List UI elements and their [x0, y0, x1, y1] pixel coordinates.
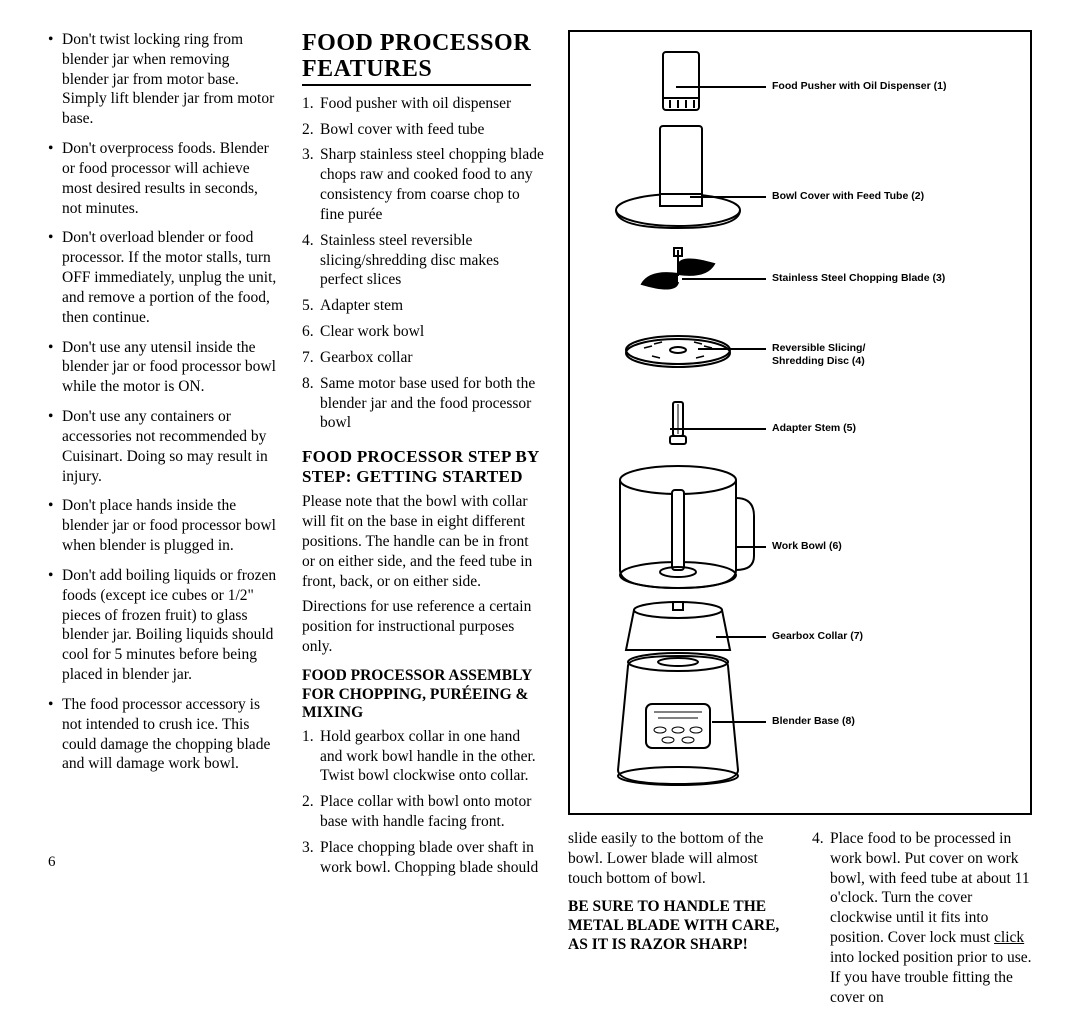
list-item: Adapter stem	[302, 296, 544, 316]
assembly-list: Hold gearbox collar in one hand and work…	[302, 727, 544, 878]
list-item: Don't add boiling liquids or frozen food…	[48, 566, 278, 685]
list-item: Place food to be processed in work bowl.…	[812, 829, 1032, 1007]
paragraph: Please note that the bowl with collar wi…	[302, 492, 544, 591]
diagram-label: Adapter Stem (5)	[772, 422, 856, 435]
list-item: Food pusher with oil dispenser	[302, 94, 544, 114]
warning-heading: BE SURE TO HANDLE THE METAL BLADE WITH C…	[568, 898, 788, 954]
list-item: Gearbox collar	[302, 348, 544, 368]
list-item: Don't overload blender or food processor…	[48, 228, 278, 327]
list-item: Bowl cover with feed tube	[302, 120, 544, 140]
features-list: Food pusher with oil dispenser Bowl cove…	[302, 94, 544, 433]
page-columns: Don't twist locking ring from blender ja…	[48, 30, 1032, 869]
features-heading: FOOD PROCESSOR FEATURES	[302, 30, 531, 86]
list-item: Don't use any containers or accessories …	[48, 407, 278, 486]
diagram-label: Reversible Slicing/ Shredding Disc (4)	[772, 342, 865, 368]
right-area: Food Pusher with Oil Dispenser (1) Bowl …	[568, 30, 1032, 869]
list-item: The food processor accessory is not inte…	[48, 695, 278, 774]
bottom-col-1: slide easily to the bottom of the bowl. …	[568, 829, 788, 1013]
list-item: Hold gearbox collar in one hand and work…	[302, 727, 544, 786]
paragraph: slide easily to the bottom of the bowl. …	[568, 829, 788, 888]
list-item: Don't overprocess foods. Blender or food…	[48, 139, 278, 218]
diagram-label: Bowl Cover with Feed Tube (2)	[772, 190, 924, 203]
list-item: Don't use any utensil inside the blender…	[48, 338, 278, 397]
diagram-svg	[588, 50, 768, 795]
donts-list: Don't twist locking ring from blender ja…	[48, 30, 278, 774]
list-item: Stainless steel reversible slicing/shred…	[302, 231, 544, 290]
diagram-label: Blender Base (8)	[772, 715, 855, 728]
assembly-heading: FOOD PROCESSOR ASSEMBLY FOR CHOPPING, PU…	[302, 667, 544, 723]
assembly-list-continued: Place food to be processed in work bowl.…	[812, 829, 1032, 1007]
diagram-label: Work Bowl (6)	[772, 540, 842, 553]
bottom-col-2: Place food to be processed in work bowl.…	[812, 829, 1032, 1013]
parts-diagram: Food Pusher with Oil Dispenser (1) Bowl …	[568, 30, 1032, 815]
diagram-label: Stainless Steel Chopping Blade (3)	[772, 272, 945, 285]
diagram-label: Food Pusher with Oil Dispenser (1)	[772, 80, 946, 93]
list-item: Don't twist locking ring from blender ja…	[48, 30, 278, 129]
list-item: Place chopping blade over shaft in work …	[302, 838, 544, 878]
column-2: FOOD PROCESSOR FEATURES Food pusher with…	[302, 30, 544, 869]
list-item: Place collar with bowl onto motor base w…	[302, 792, 544, 832]
diagram-label: Gearbox Collar (7)	[772, 630, 863, 643]
list-item: Clear work bowl	[302, 322, 544, 342]
list-item: Don't place hands inside the blender jar…	[48, 496, 278, 555]
paragraph: Directions for use reference a certain p…	[302, 597, 544, 656]
page-number: 6	[48, 854, 56, 871]
list-item: Sharp stainless steel chopping blade cho…	[302, 145, 544, 224]
bottom-columns: slide easily to the bottom of the bowl. …	[568, 829, 1032, 1013]
diagram-labels: Food Pusher with Oil Dispenser (1) Bowl …	[772, 50, 1016, 795]
getting-started-heading: FOOD PROCESSOR STEP BY STEP: GETTING STA…	[302, 447, 544, 486]
list-item: Same motor base used for both the blende…	[302, 374, 544, 433]
column-1: Don't twist locking ring from blender ja…	[48, 30, 278, 869]
